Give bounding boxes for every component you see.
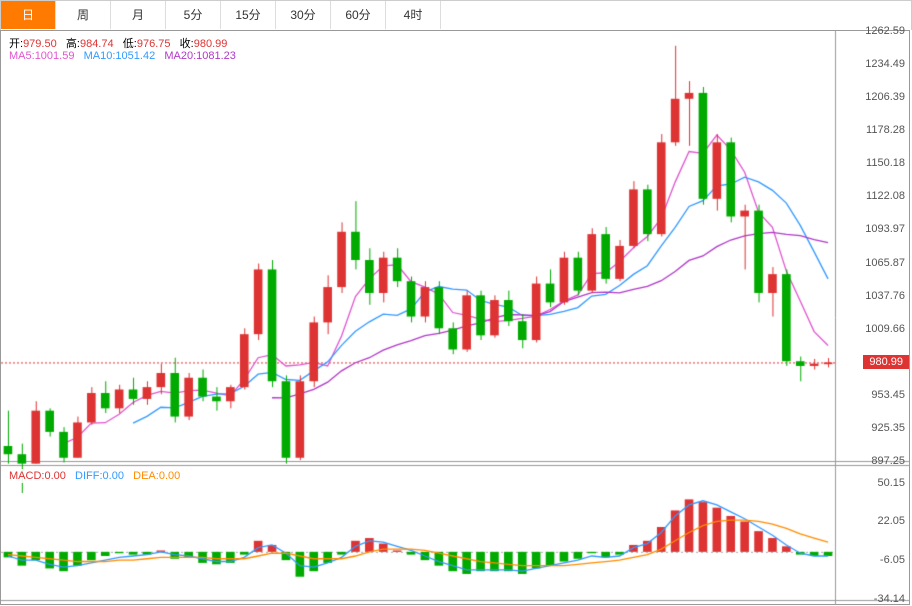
tab-30分[interactable]: 30分 bbox=[276, 1, 331, 29]
chart-canvas[interactable] bbox=[1, 31, 909, 604]
dea-label: DEA: bbox=[133, 470, 159, 482]
diff-value: 0.00 bbox=[103, 470, 124, 482]
ytick-sub: -34.14 bbox=[874, 593, 905, 605]
timeframe-tabs: 日周月5分15分30分60分4时 bbox=[0, 0, 912, 30]
tab-60分[interactable]: 60分 bbox=[331, 1, 386, 29]
ytick: 1262.59 bbox=[865, 25, 905, 37]
ma-info: MA5:1001.59 MA10:1051.42 MA20:1081.23 bbox=[5, 49, 240, 63]
ytick: 1093.97 bbox=[865, 223, 905, 235]
ytick: 1122.08 bbox=[866, 190, 905, 202]
ytick-sub: 50.15 bbox=[877, 477, 905, 489]
ytick: 925.35 bbox=[871, 422, 905, 434]
ma5-value: 1001.59 bbox=[35, 50, 75, 62]
macd-info: MACD:0.00 DIFF:0.00 DEA:0.00 bbox=[5, 469, 184, 483]
diff-label: DIFF: bbox=[75, 470, 103, 482]
ma10-value: 1051.42 bbox=[115, 50, 155, 62]
tab-5分[interactable]: 5分 bbox=[166, 1, 221, 29]
tab-周[interactable]: 周 bbox=[56, 1, 111, 29]
ytick: 1150.18 bbox=[866, 157, 905, 169]
tab-4时[interactable]: 4时 bbox=[386, 1, 441, 29]
ytick: 1234.49 bbox=[865, 58, 905, 70]
macd-label: MACD: bbox=[9, 470, 44, 482]
ma20-value: 1081.23 bbox=[196, 50, 236, 62]
ytick: 953.45 bbox=[871, 389, 905, 401]
y-axis: 897.25 925.35 953.45 1009.66 1037.76 1065.87 1… bbox=[839, 31, 909, 604]
last-price-tag: 980.99 bbox=[863, 355, 909, 369]
ma20-label: MA20: bbox=[164, 50, 196, 62]
chart-area: 开:979.50 高:984.74 低:976.75 收:980.99 MA5:… bbox=[0, 30, 910, 605]
tab-日[interactable]: 日 bbox=[1, 1, 56, 29]
tab-月[interactable]: 月 bbox=[111, 1, 166, 29]
ytick: 1065.87 bbox=[865, 257, 905, 269]
ytick: 1206.39 bbox=[865, 91, 905, 103]
ytick: 1037.76 bbox=[865, 290, 905, 302]
ytick: 1178.28 bbox=[866, 124, 905, 136]
ytick: 897.25 bbox=[871, 455, 905, 467]
dea-value: 0.00 bbox=[159, 470, 180, 482]
ytick-sub: 22.05 bbox=[877, 515, 905, 527]
ma5-label: MA5: bbox=[9, 50, 35, 62]
ytick-sub: -6.05 bbox=[880, 554, 905, 566]
tab-15分[interactable]: 15分 bbox=[221, 1, 276, 29]
macd-value: 0.00 bbox=[44, 470, 65, 482]
ma10-label: MA10: bbox=[84, 50, 116, 62]
ytick: 1009.66 bbox=[865, 323, 905, 335]
